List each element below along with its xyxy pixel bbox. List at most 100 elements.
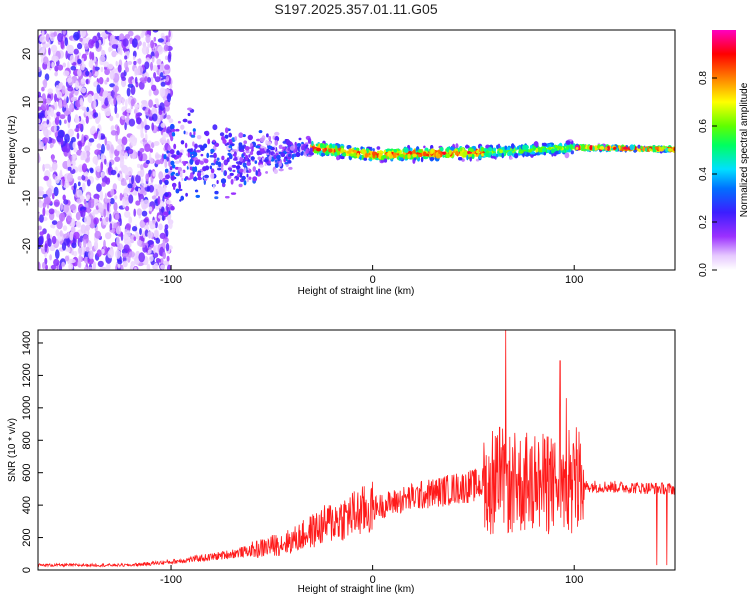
spectrogram-cell (66, 172, 74, 182)
spectrogram-cell (170, 135, 174, 142)
spectrogram-cell (55, 84, 59, 94)
spectrogram-cell (86, 194, 91, 200)
spectrogram-cell (154, 160, 162, 165)
spectrogram-cell (62, 194, 66, 201)
spectrogram-cell (145, 34, 151, 44)
spectrogram-cell (70, 136, 76, 143)
spectrogram-cell (91, 51, 95, 61)
spectrogram-cell (143, 199, 150, 208)
spectrogram-cell (228, 132, 232, 138)
spectrogram-cell (146, 186, 150, 192)
spectrogram-cell (141, 210, 148, 217)
spectrogram-cell (47, 238, 52, 247)
spectrogram-cell (114, 156, 121, 163)
spectrogram-cell (204, 174, 209, 179)
spectrogram-cell (152, 252, 159, 258)
spectrogram-cell (170, 160, 175, 166)
spectrogram-cell (79, 30, 87, 38)
spectrogram-cell (76, 189, 83, 198)
spectrogram-cell (92, 155, 99, 165)
spectrogram-cell (565, 145, 570, 151)
spectrogram-cell (62, 70, 70, 77)
spectrogram-cell (157, 38, 164, 43)
spectrogram-cell (83, 239, 87, 248)
spectrogram-cell (42, 43, 46, 54)
spectrogram-cell (167, 264, 171, 270)
spectrogram-cell (147, 240, 154, 245)
spectrogram-cell (585, 145, 588, 150)
spectrogram-cell (173, 184, 176, 190)
spectrogram-cell (298, 137, 302, 141)
spectrogram-cell (177, 120, 181, 124)
spectrogram-cell (644, 147, 648, 152)
spectrogram-cell (214, 196, 219, 200)
spectrogram-cell (45, 33, 50, 42)
spectrogram-cell (41, 86, 45, 92)
spectrogram-cell (217, 161, 222, 168)
spectrogram-cell (517, 145, 520, 150)
spectrogram-cell (100, 135, 106, 140)
spectrogram-cell (99, 190, 104, 201)
spectrogram-cell (107, 250, 114, 259)
spectrogram-cell (94, 71, 99, 77)
spectrogram-cell (110, 188, 115, 197)
spectrogram-cell (273, 169, 278, 174)
spectrogram-cell (599, 146, 605, 150)
spectrogram-cell (58, 263, 62, 270)
spectrogram-cell (87, 257, 94, 265)
spectrogram-cell (93, 112, 99, 118)
spectrogram-cell (135, 200, 141, 206)
spectrogram-cell (126, 87, 131, 97)
spectrogram-cell (581, 143, 586, 150)
spectrogram-cell (358, 156, 362, 160)
spectrogram-cell (224, 134, 229, 139)
spectrogram-cell (266, 148, 270, 153)
spectrogram-cell (107, 63, 114, 70)
spectrogram-cell (192, 141, 195, 147)
spectrogram-cell (215, 160, 219, 165)
spectrogram-cell (388, 153, 393, 159)
spectrogram-cell (116, 125, 120, 136)
spectrogram-cell (232, 149, 235, 153)
spectrogram-cell (79, 97, 84, 107)
spectrogram-cell (195, 149, 201, 153)
spectrogram-cell (483, 152, 489, 156)
spectrogram-cell (80, 78, 86, 85)
spectrogram-cell (455, 143, 459, 149)
spectrogram-cell (255, 170, 258, 176)
spectrogram-cell (53, 186, 59, 197)
spectrogram-cell (54, 124, 57, 133)
spectrogram-cell (80, 224, 87, 234)
spectrogram-cell (122, 115, 126, 121)
spectrogram-cell (124, 200, 128, 206)
spectrogram-cell (64, 142, 71, 153)
spectrogram-cell (256, 138, 261, 142)
spectrogram-cell (542, 142, 547, 147)
spectrogram-cell (158, 171, 164, 180)
spectrogram-cell (39, 214, 44, 223)
spectrogram-cell (39, 231, 44, 236)
spectrogram-cell (162, 95, 168, 101)
spectrogram-cell (75, 99, 81, 108)
spectrogram-cell (50, 108, 55, 118)
spectrogram-cell (182, 118, 188, 123)
spectrogram-cell (342, 152, 347, 158)
spectrogram-cell (365, 152, 368, 159)
spectrogram-cell (104, 97, 109, 107)
spectrogram-cell (383, 158, 388, 163)
spectrogram-cell (193, 176, 198, 182)
spectrogram-cell (114, 105, 118, 115)
spectrogram-cell (66, 96, 69, 104)
spectrogram-cell (50, 264, 57, 270)
spectrogram-cell (141, 45, 149, 55)
spectrogram-cell (164, 168, 169, 173)
spectrogram-cell (268, 136, 272, 141)
spectrogram-cell (157, 195, 161, 205)
spectrogram-cell (126, 108, 132, 113)
spectrogram-x-axis-label: Height of straight line (km) (298, 286, 415, 297)
spectrogram-cell (165, 174, 170, 179)
spectrogram-cell (180, 149, 184, 154)
spectrogram-cell (526, 145, 529, 149)
spectrogram-cell (111, 44, 119, 49)
spectrogram-cell (207, 138, 211, 145)
